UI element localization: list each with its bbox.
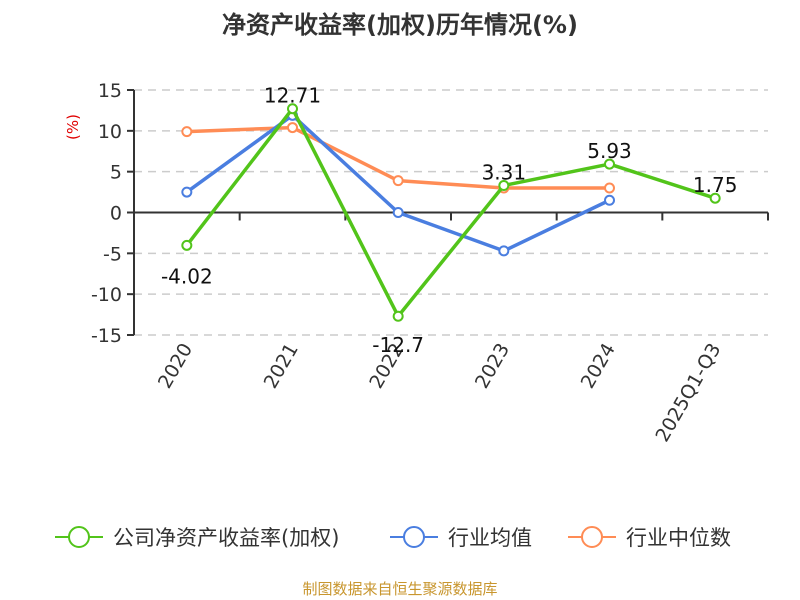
x-tick-label: 2025Q1-Q3 <box>651 340 725 446</box>
industry_median-point <box>604 182 615 194</box>
chart-title: 净资产收益率(加权)历年情况(%) <box>222 11 578 39</box>
y-tick-label: 15 <box>98 80 122 102</box>
data-labels: -4.02 12.71 -12.7 3.31 5.93 1.75 <box>161 84 737 358</box>
company-point <box>392 310 404 322</box>
company-point <box>181 239 193 251</box>
y-tick-label: -5 <box>103 243 122 265</box>
legend-item-industry_median: 行业中位数 <box>568 526 731 550</box>
legend-item-company: 公司净资产收益率(加权) <box>55 526 339 550</box>
data-label: -4.02 <box>161 264 213 288</box>
x-tick-label: 2023 <box>471 340 514 393</box>
legend-circle-icon <box>68 526 90 548</box>
y-tick-label: 10 <box>98 121 122 143</box>
y-axis-unit: (%) <box>64 114 82 140</box>
legend-item-industry_avg: 行业均值 <box>390 526 532 550</box>
y-axis-ticks: 15 10 5 0 -5 -10 -15 <box>91 80 122 347</box>
legend: 公司净资产收益率(加权) 行业均值 行业中位数 <box>55 526 731 550</box>
industry_median-point <box>181 126 193 138</box>
legend-label: 行业均值 <box>448 526 532 550</box>
company-line <box>185 106 716 318</box>
y-tick-label: -15 <box>91 325 122 347</box>
company-point <box>709 192 721 204</box>
x-tick-label: 2020 <box>154 340 197 393</box>
legend-circle-icon <box>581 526 603 548</box>
y-tick-label: -10 <box>91 284 122 306</box>
data-label: 5.93 <box>587 139 632 163</box>
data-label: 3.31 <box>482 160 527 184</box>
source-note: 制图数据来自恒生聚源数据库 <box>302 580 497 598</box>
legend-circle-icon <box>403 526 425 548</box>
industry_median-point <box>287 122 298 134</box>
series-lines <box>181 103 721 322</box>
y-tick-label: 0 <box>110 203 122 225</box>
data-label: 12.71 <box>264 84 321 108</box>
industry_avg-point <box>392 207 404 218</box>
x-tick-label: 2024 <box>577 340 620 393</box>
company-point <box>498 179 510 191</box>
x-tick-label: 2021 <box>260 340 303 393</box>
legend-label: 公司净资产收益率(加权) <box>113 526 339 550</box>
industry_avg-point <box>604 194 615 206</box>
industry_avg-point <box>181 186 193 198</box>
industry_avg-point <box>498 245 510 257</box>
company-point <box>604 158 615 170</box>
x-axis-ticks: 2020 2021 2022 2023 2024 2025Q1-Q3 <box>154 340 726 446</box>
company-point <box>287 103 298 115</box>
data-label: 1.75 <box>693 173 738 197</box>
legend-label: 行业中位数 <box>626 526 731 550</box>
industry_median-point <box>392 175 404 187</box>
axes <box>127 89 769 336</box>
data-label: -12.7 <box>372 333 424 357</box>
y-tick-label: 5 <box>110 162 122 184</box>
